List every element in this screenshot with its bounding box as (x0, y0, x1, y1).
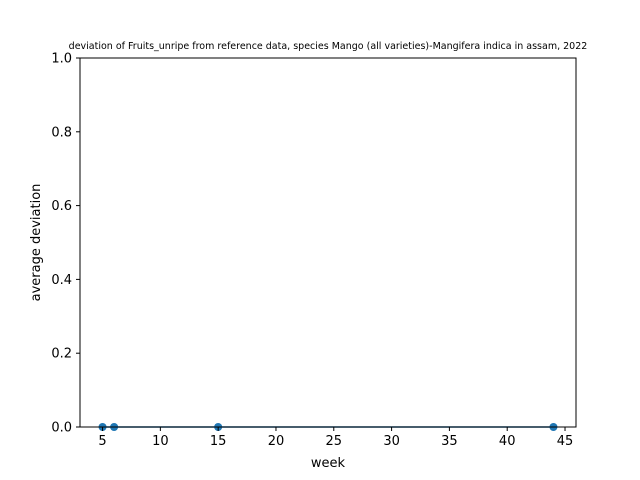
chart-title: deviation of Fruits_unripe from referenc… (69, 41, 588, 52)
x-tick-label: 10 (152, 434, 169, 449)
x-axis-ticks: 5 10 15 20 25 30 35 40 45 (98, 427, 573, 449)
x-tick-label: 45 (557, 434, 574, 449)
y-axis-ticks: 0.0 0.2 0.4 0.6 0.8 1.0 (51, 52, 80, 436)
y-tick-label: 0.2 (51, 347, 72, 362)
axes-frame (79, 57, 577, 428)
y-tick-label: 0.4 (51, 273, 72, 288)
x-tick-label: 20 (268, 434, 285, 449)
x-tick-label: 5 (98, 434, 106, 449)
x-tick-label: 40 (499, 434, 516, 449)
y-tick-label: 1.0 (51, 52, 72, 67)
y-tick-label: 0.6 (51, 199, 72, 214)
x-tick-label: 30 (383, 434, 400, 449)
x-tick-label: 35 (441, 434, 458, 449)
y-axis-label: average deviation (29, 184, 44, 302)
y-tick-label: 0.8 (51, 125, 72, 140)
y-tick-label: 0.0 (51, 421, 72, 436)
x-tick-label: 25 (326, 434, 343, 449)
x-tick-label: 15 (210, 434, 227, 449)
x-axis-label: week (311, 456, 346, 471)
